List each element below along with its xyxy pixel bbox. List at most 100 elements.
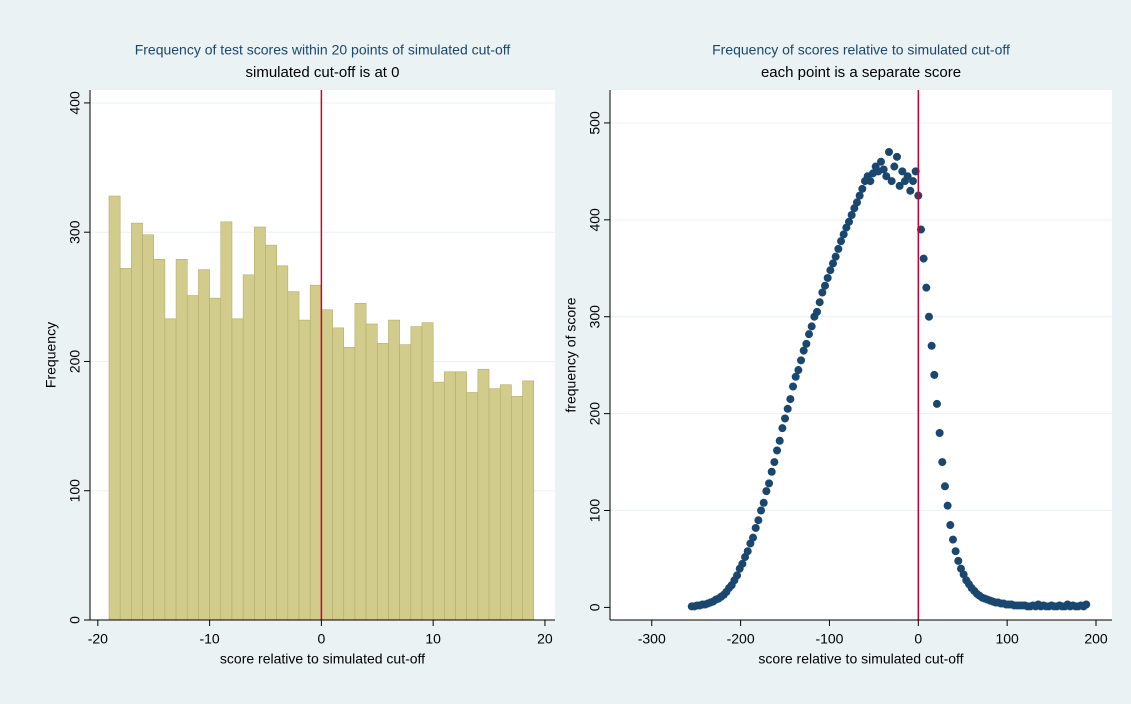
bar (108, 195, 121, 621)
bar (242, 274, 255, 621)
y-tick-label: 200 (587, 402, 603, 426)
point (837, 237, 846, 246)
y-tick-label: 0 (67, 616, 83, 624)
x-axis-label: score relative to simulated cut-off (758, 651, 963, 667)
point (762, 487, 771, 496)
bar (354, 302, 367, 621)
bar (186, 295, 199, 621)
bar (287, 291, 300, 621)
bar (432, 381, 445, 621)
point (765, 479, 774, 488)
y-tick-label: 300 (67, 220, 83, 244)
bar (511, 396, 523, 621)
bar (131, 222, 143, 621)
bar (142, 234, 155, 621)
point (895, 181, 904, 190)
bar (365, 323, 378, 621)
point (775, 436, 784, 445)
bar (522, 380, 535, 621)
point (853, 198, 862, 207)
point (781, 414, 790, 423)
point (813, 307, 822, 316)
bar (231, 318, 244, 621)
point (948, 535, 957, 544)
point (866, 177, 875, 186)
bar (444, 371, 456, 621)
point (773, 446, 782, 455)
chart-title: Frequency of scores relative to simulate… (712, 42, 1010, 58)
bar (209, 297, 222, 621)
point (924, 312, 933, 321)
point (778, 424, 787, 433)
point (802, 339, 811, 348)
point (767, 467, 776, 476)
bar (321, 309, 333, 621)
point (831, 252, 840, 261)
y-tick-label: 400 (67, 91, 83, 115)
bar (343, 346, 356, 621)
point (738, 559, 747, 568)
bar (153, 259, 166, 621)
chart-subtitle: each point is a separate score (761, 64, 961, 81)
y-tick-label: 200 (67, 350, 83, 374)
point (733, 571, 742, 580)
x-tick-label: 200 (1084, 631, 1108, 647)
bar (410, 326, 423, 621)
point (845, 217, 854, 226)
bar (220, 221, 233, 621)
bar (477, 368, 490, 621)
chart-subtitle: simulated cut-off is at 0 (246, 64, 400, 81)
y-tick-label: 100 (67, 479, 83, 503)
point (839, 230, 848, 239)
point (930, 370, 939, 379)
bar (254, 226, 266, 621)
point (919, 254, 928, 263)
point (751, 523, 760, 532)
point (1082, 600, 1091, 609)
point (935, 428, 944, 437)
point (908, 177, 917, 186)
point (898, 167, 907, 176)
y-axis-label: frequency of score (563, 297, 579, 412)
chart-title: Frequency of test scores within 20 point… (135, 42, 511, 58)
x-tick-label: -100 (815, 631, 843, 647)
point (759, 498, 768, 507)
point (932, 399, 941, 408)
bar (164, 318, 177, 621)
point (821, 281, 830, 290)
point (876, 157, 885, 166)
point (882, 172, 891, 181)
point (783, 404, 792, 413)
point (818, 288, 827, 297)
x-tick-label: 20 (537, 631, 553, 647)
y-tick-label: 300 (587, 305, 603, 329)
point (815, 298, 824, 307)
point (807, 322, 816, 331)
point (892, 152, 901, 161)
y-axis-label: Frequency (43, 322, 59, 388)
y-tick-label: 500 (587, 111, 603, 135)
point (903, 172, 912, 181)
point (887, 177, 896, 186)
point (922, 283, 931, 292)
x-tick-label: -200 (727, 631, 755, 647)
point (906, 186, 915, 195)
x-axis-label: score relative to simulated cut-off (220, 651, 425, 667)
bar (421, 322, 434, 621)
point (823, 273, 832, 282)
bar (332, 327, 345, 621)
point (847, 210, 856, 219)
bar (488, 388, 501, 621)
bar (276, 265, 289, 621)
point (938, 458, 947, 467)
point (791, 372, 800, 381)
y-tick-label: 100 (587, 499, 603, 523)
point (946, 521, 955, 530)
y-tick-label: 400 (587, 208, 603, 232)
point (799, 346, 808, 355)
point (757, 506, 766, 515)
point (786, 395, 795, 404)
bar (388, 319, 400, 621)
bar (309, 284, 322, 621)
